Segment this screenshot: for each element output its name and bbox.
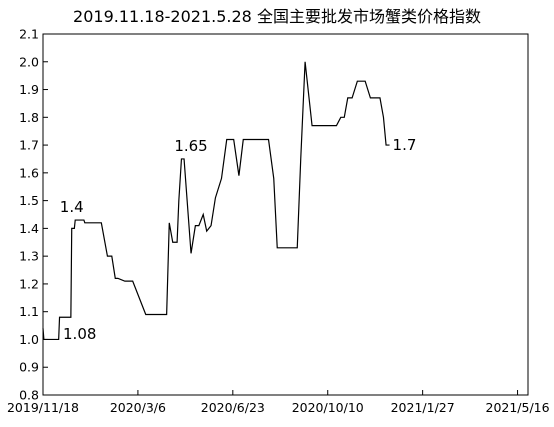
series-line: [42, 61, 390, 341]
y-tick-label: 1.5: [19, 193, 39, 208]
y-tick-label: 1.9: [19, 82, 39, 97]
y-tick-label: 0.9: [19, 360, 39, 375]
plot-frame: [42, 33, 529, 396]
x-axis: 2019/11/18 2020/3/6 2020/6/23 2020/10/10 202…: [7, 390, 550, 415]
value-annotation: 1.7: [393, 136, 417, 154]
y-tick-label: 2.1: [19, 27, 39, 42]
y-tick-label: 1.7: [19, 138, 39, 153]
value-annotation: 1.4: [60, 198, 84, 216]
y-tick-label: 1.4: [19, 221, 39, 236]
x-tick-label: 2021/1/27: [391, 400, 455, 415]
value-annotation: 1.08: [63, 325, 96, 343]
x-tick-label: 2020/10/10: [292, 400, 364, 415]
x-tick-label: 2020/3/6: [110, 400, 166, 415]
x-tick-label: 2021/5/16: [486, 400, 550, 415]
y-tick-label: 1.1: [19, 304, 39, 319]
y-axis: 0.8 0.9 1.0 1.1 1.2 1.3 1.4 1.5 1.6 1.7 1.8 1.9 2.0 2…: [19, 27, 48, 403]
y-tick-label: 1.8: [19, 110, 39, 125]
value-annotation: 1.65: [174, 137, 207, 155]
y-tick-label: 1.2: [19, 276, 39, 291]
y-tick-label: 1.0: [19, 332, 39, 347]
y-tick-label: 1.3: [19, 249, 39, 264]
value-annotations: 1.4 1.08 1.65 1.7: [60, 136, 417, 343]
y-tick-label: 1.6: [19, 165, 39, 180]
y-tick-label: 0.8: [19, 388, 39, 403]
x-tick-label: 2020/6/23: [201, 400, 265, 415]
x-tick-label: 2019/11/18: [7, 400, 79, 415]
y-tick-label: 2.0: [19, 54, 39, 69]
chart-title: 2019.11.18-2021.5.28 全国主要批发市场蟹类价格指数: [73, 7, 481, 26]
